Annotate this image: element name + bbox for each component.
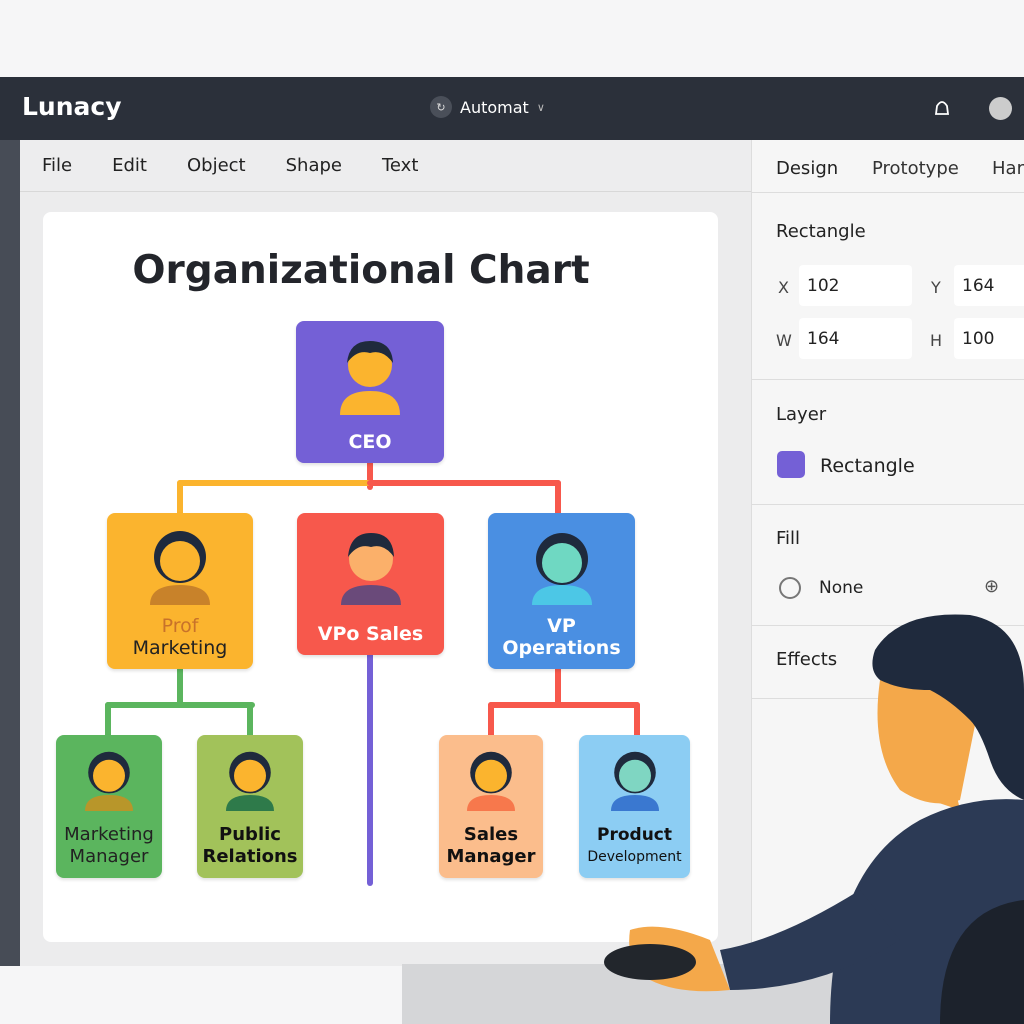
menu-bar: File Edit Object Shape Text [20, 140, 751, 192]
node-label-line2: Operations [502, 637, 621, 659]
node-label-line2: Manager [446, 846, 536, 867]
avatar[interactable] [989, 97, 1012, 120]
tab-handoff[interactable]: Har [992, 158, 1024, 179]
node-label-line2: Development [587, 849, 682, 865]
person-icon [610, 751, 659, 811]
node-ceo[interactable]: CEO [296, 321, 444, 463]
node-label-line1: Public [219, 824, 281, 845]
node-label: CEO [348, 431, 392, 453]
x-field[interactable]: 102 [799, 265, 912, 306]
effects-title: Effects [776, 649, 838, 670]
y-field[interactable]: 164 [954, 265, 1024, 306]
connector [177, 665, 183, 705]
top-bar [0, 77, 1024, 140]
chevron-down-icon: ∨ [536, 100, 545, 114]
connector [177, 480, 183, 516]
node-label-line1: VP [547, 615, 576, 637]
h-label: H [930, 331, 943, 350]
add-fill-icon[interactable]: ⊕ [984, 576, 1000, 597]
node-label-line1: Sales [463, 824, 519, 845]
connector [105, 702, 111, 738]
person-icon [226, 751, 274, 811]
menu-file[interactable]: File [42, 155, 73, 176]
refresh-icon: ↻ [430, 96, 452, 118]
left-rail [0, 140, 20, 966]
node-public-relations[interactable]: Public Relations [197, 735, 303, 878]
connector [105, 702, 255, 708]
background [0, 966, 402, 1024]
layer-title: Layer [776, 404, 827, 425]
node-label-line1: Product [597, 825, 672, 845]
selection-title: Rectangle [776, 221, 866, 242]
connector [367, 650, 373, 886]
y-label: Y [931, 278, 941, 297]
menu-object[interactable]: Object [186, 155, 246, 176]
menu-edit[interactable]: Edit [112, 155, 147, 176]
w-field[interactable]: 164 [799, 318, 912, 359]
project-name: Automat [460, 97, 529, 117]
w-label: W [776, 331, 792, 350]
person-icon [531, 533, 592, 605]
connector [177, 480, 373, 486]
node-marketing-manager[interactable]: Marketing Manager [56, 735, 162, 878]
menu-shape[interactable]: Shape [285, 155, 342, 176]
connector [634, 702, 640, 738]
person-icon [150, 531, 210, 605]
node-label-line1: Marketing [64, 824, 154, 845]
connector [555, 665, 561, 705]
node-sales-manager[interactable]: Sales Manager [439, 735, 543, 878]
project-switcher[interactable]: ↻ Automat ∨ [430, 96, 545, 118]
node-label: VPo Sales [317, 623, 424, 645]
bell-icon[interactable] [932, 98, 952, 118]
tab-design[interactable]: Design [776, 158, 839, 179]
person-illustration [604, 614, 1024, 1024]
h-field[interactable]: 100 [954, 318, 1024, 359]
fill-radio[interactable] [779, 577, 801, 599]
menu-text[interactable]: Text [381, 155, 419, 176]
layer-name[interactable]: Rectangle [820, 455, 915, 477]
connector [247, 702, 253, 738]
connector [367, 460, 373, 490]
fill-value: None [819, 578, 864, 598]
fill-title: Fill [776, 528, 801, 549]
person-icon [340, 533, 401, 605]
node-label-line1: Prof [161, 615, 199, 637]
person-icon [85, 751, 133, 811]
tab-prototype[interactable]: Prototype [872, 158, 959, 179]
node-vp-sales[interactable]: VPo Sales [297, 513, 444, 655]
layer-color-swatch [777, 451, 805, 478]
connector [367, 480, 561, 486]
connector [488, 702, 640, 708]
node-label-line2: Relations [202, 846, 298, 867]
app-logo: Lunacy [22, 92, 122, 121]
person-icon [467, 751, 515, 811]
connector [488, 702, 494, 738]
node-product-development[interactable]: Product Development [579, 735, 690, 878]
chart-title: Organizational Chart [132, 248, 590, 293]
node-prof-marketing[interactable]: Prof Marketing [107, 513, 253, 669]
node-label-line2: Manager [69, 846, 149, 867]
person-icon [340, 341, 400, 415]
connector [555, 480, 561, 516]
node-vp-operations[interactable]: VP Operations [488, 513, 635, 669]
node-label-line2: Marketing [132, 637, 228, 659]
x-label: X [778, 278, 789, 297]
